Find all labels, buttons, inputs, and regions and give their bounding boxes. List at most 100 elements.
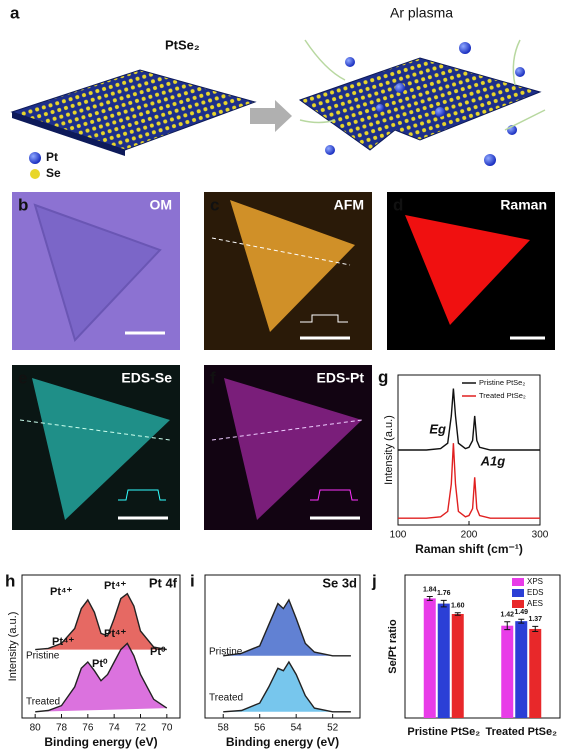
- error-bar: [454, 612, 461, 616]
- bar: [529, 628, 542, 718]
- peak-label: Pt⁴⁺: [52, 636, 74, 648]
- value-label: 1.76: [437, 590, 451, 597]
- series-label: Pristine: [26, 651, 60, 662]
- value-label: 1.49: [514, 609, 528, 616]
- peak-label: Eg: [429, 421, 446, 436]
- panel-label: i: [190, 571, 195, 590]
- panel-title: Se 3d: [322, 575, 357, 590]
- legend-swatch: [512, 578, 524, 586]
- series-label: Pristine: [209, 647, 243, 658]
- x-tick-label: Treated PtSe₂: [485, 726, 557, 738]
- panel-label: f: [210, 368, 216, 387]
- legend-swatch: [512, 589, 524, 597]
- panel-title: EDS-Pt: [317, 370, 365, 386]
- image-d: [387, 192, 555, 350]
- series-label: Treated: [26, 697, 60, 708]
- error-bar: [532, 625, 539, 633]
- legend-text: AES: [527, 599, 543, 608]
- x-tick-label: Pristine PtSe₂: [407, 726, 480, 738]
- x-axis-label: Binding energy (eV): [44, 735, 157, 749]
- spectrum: [223, 598, 351, 657]
- x-tick-label: 56: [254, 723, 266, 734]
- peak-label: Pt⁰: [92, 658, 108, 670]
- spectrum: [35, 642, 168, 713]
- panel-title: Raman: [500, 197, 547, 213]
- spectrum: [398, 388, 540, 451]
- panel-label: g: [378, 367, 388, 386]
- error-bar: [426, 595, 433, 601]
- image-e: [12, 365, 180, 530]
- plot-frame: [204, 574, 361, 719]
- error-bar: [440, 599, 447, 608]
- x-tick-label: 78: [56, 723, 68, 734]
- spectrum: [398, 443, 540, 519]
- x-tick-label: 300: [532, 530, 549, 541]
- panel-title: EDS-Se: [121, 370, 172, 386]
- panel-label: b: [18, 195, 28, 214]
- peak-label: Pt⁴⁺: [50, 586, 72, 598]
- peak-label: Pt⁰: [150, 646, 166, 658]
- legend-text: Treated PtSe₂: [479, 391, 526, 400]
- value-label: 1.42: [500, 612, 514, 619]
- panel-title: Pt 4f: [149, 575, 178, 590]
- panel-label: j: [371, 571, 377, 590]
- plasma-trails: [299, 39, 546, 131]
- spectrum: [35, 592, 167, 651]
- lattice-etched: [298, 57, 542, 151]
- x-tick-label: 70: [161, 723, 173, 734]
- panel-title: AFM: [334, 197, 364, 213]
- error-bar: [504, 621, 511, 631]
- legend-text: EDS: [527, 588, 543, 597]
- error-bar: [518, 618, 525, 624]
- legend-text: Pristine PtSe₂: [479, 378, 525, 387]
- series-label: Treated: [209, 693, 243, 704]
- image-b: [12, 192, 180, 350]
- bar: [501, 625, 514, 718]
- process-label: Ar plasma: [390, 5, 453, 21]
- value-label: 1.37: [528, 616, 542, 623]
- legend-text: Se: [46, 166, 61, 180]
- peak-label: Pt⁴⁺: [104, 580, 126, 592]
- legend-pt: [29, 152, 41, 164]
- legend-text: Pt: [46, 150, 58, 164]
- legend-swatch: [512, 600, 524, 608]
- x-axis-label: Binding energy (eV): [226, 735, 339, 749]
- lattice: [10, 69, 257, 151]
- bar: [515, 621, 528, 718]
- bar: [423, 598, 436, 718]
- bar: [451, 614, 464, 718]
- spectrum: [223, 660, 351, 713]
- y-axis-label: Se/Pt ratio: [387, 619, 399, 674]
- image-c: [204, 192, 372, 350]
- legend-text: XPS: [527, 577, 543, 586]
- y-axis-label: Intensity (a.u.): [383, 415, 395, 485]
- material-label: PtSe₂: [165, 37, 200, 52]
- lattice-edge: [12, 112, 125, 156]
- x-axis-label: Raman shift (cm⁻¹): [415, 542, 523, 556]
- x-tick-label: 54: [291, 723, 303, 734]
- peak-label: A1g: [480, 453, 506, 468]
- value-label: 1.84: [423, 586, 437, 593]
- bar: [437, 603, 450, 718]
- image-f: [204, 365, 372, 530]
- x-tick-label: 200: [461, 530, 478, 541]
- panel-label: e: [18, 368, 27, 387]
- peak-label: Pt⁴⁺: [104, 628, 126, 640]
- x-tick-label: 72: [135, 723, 147, 734]
- value-label: 1.60: [451, 603, 465, 610]
- sputtered-atoms: [325, 42, 525, 166]
- x-tick-label: 80: [30, 723, 42, 734]
- x-tick-label: 58: [218, 723, 230, 734]
- legend-se: [30, 169, 40, 179]
- arrow: [250, 100, 292, 132]
- plot-frame: [21, 574, 181, 719]
- plot-frame: [404, 574, 561, 719]
- x-tick-label: 74: [109, 723, 121, 734]
- panel-label: d: [393, 195, 403, 214]
- panel-label: c: [210, 195, 219, 214]
- panel-label: h: [5, 571, 15, 590]
- panel-a: [10, 39, 546, 179]
- panel-label: a: [10, 3, 20, 22]
- x-tick-label: 76: [82, 723, 94, 734]
